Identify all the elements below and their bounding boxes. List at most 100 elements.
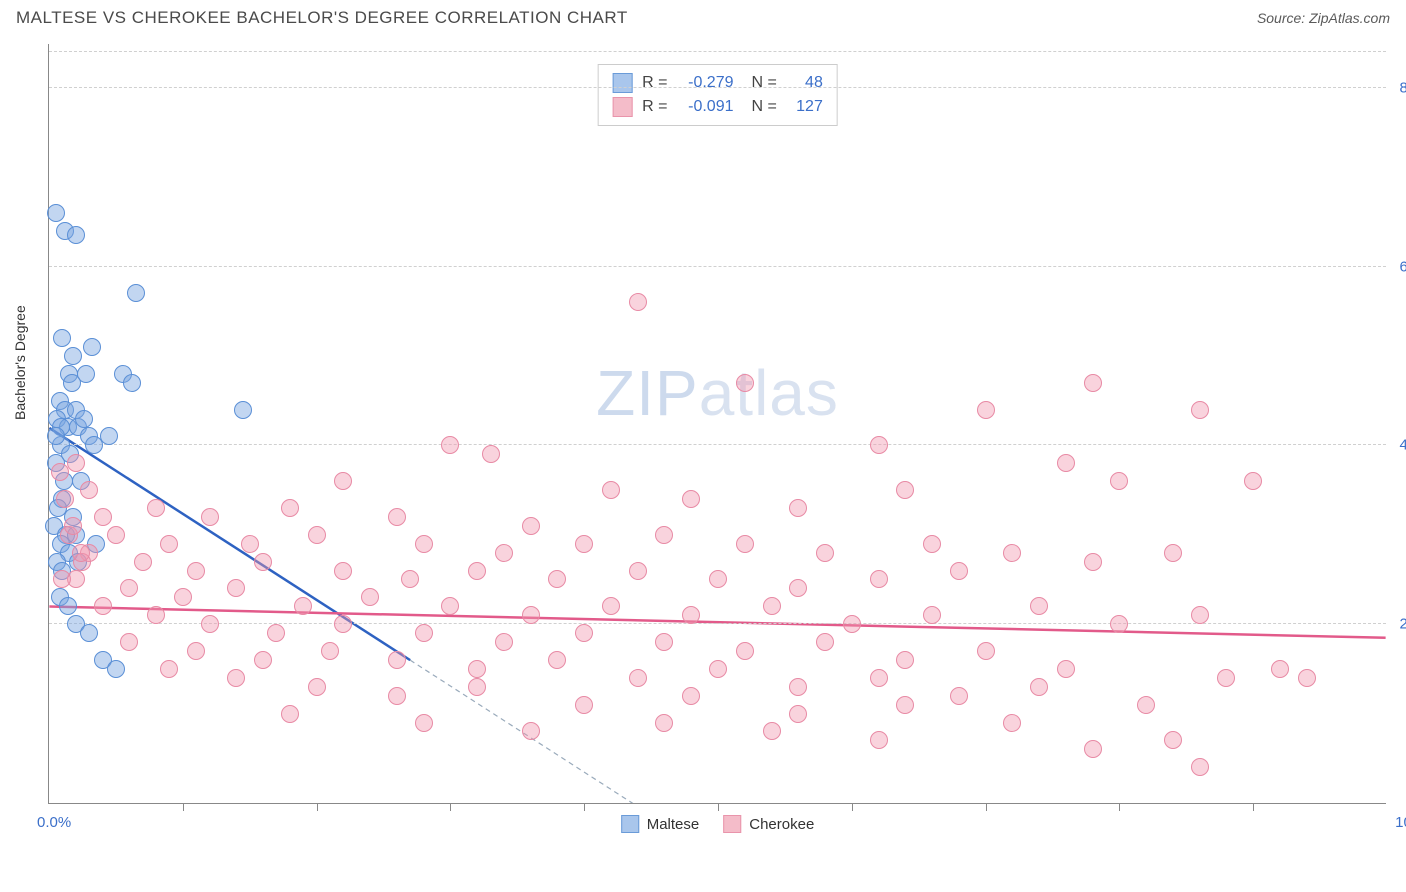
scatter-point — [468, 562, 486, 580]
scatter-point — [789, 678, 807, 696]
source-link[interactable]: ZipAtlas.com — [1309, 10, 1390, 26]
scatter-point — [655, 526, 673, 544]
scatter-point — [1057, 660, 1075, 678]
scatter-point — [174, 588, 192, 606]
scatter-point — [227, 669, 245, 687]
gridline — [49, 51, 1386, 52]
scatter-point — [441, 597, 459, 615]
scatter-point — [682, 606, 700, 624]
scatter-point — [1164, 731, 1182, 749]
scatter-point — [67, 454, 85, 472]
scatter-point — [522, 517, 540, 535]
legend-item: Maltese — [621, 815, 700, 833]
watermark: ZIPatlas — [596, 356, 839, 430]
scatter-point — [47, 427, 65, 445]
scatter-point — [147, 499, 165, 517]
scatter-point — [51, 463, 69, 481]
scatter-point — [655, 633, 673, 651]
gridline — [49, 623, 1386, 624]
regression-line — [49, 607, 1385, 638]
scatter-point — [977, 401, 995, 419]
y-tick-label: 60.0% — [1399, 258, 1406, 275]
stats-swatch — [612, 73, 632, 93]
scatter-point — [1271, 660, 1289, 678]
scatter-point — [127, 284, 145, 302]
scatter-point — [75, 410, 93, 428]
scatter-point — [870, 669, 888, 687]
scatter-point — [789, 579, 807, 597]
scatter-point — [334, 615, 352, 633]
scatter-point — [123, 374, 141, 392]
stats-swatch — [612, 97, 632, 117]
stats-r-value: -0.279 — [678, 74, 734, 92]
scatter-point — [736, 374, 754, 392]
scatter-point — [629, 562, 647, 580]
y-tick-label: 80.0% — [1399, 79, 1406, 96]
scatter-point — [334, 472, 352, 490]
scatter-point — [896, 651, 914, 669]
x-tick — [183, 803, 184, 811]
chart-plot-area: ZIPatlas R =-0.279N =48R =-0.091N =127 0… — [48, 44, 1386, 804]
stats-r-label: R = — [642, 74, 667, 92]
stats-n-value: 48 — [787, 74, 823, 92]
scatter-point — [602, 597, 620, 615]
scatter-point — [950, 562, 968, 580]
legend-label: Maltese — [647, 816, 700, 833]
stats-n-label: N = — [752, 74, 777, 92]
scatter-point — [548, 570, 566, 588]
scatter-point — [388, 508, 406, 526]
scatter-point — [1110, 615, 1128, 633]
scatter-point — [682, 490, 700, 508]
scatter-point — [64, 517, 82, 535]
scatter-point — [870, 570, 888, 588]
scatter-point — [321, 642, 339, 660]
scatter-point — [468, 678, 486, 696]
scatter-point — [160, 535, 178, 553]
scatter-point — [1084, 374, 1102, 392]
scatter-point — [160, 660, 178, 678]
scatter-point — [254, 553, 272, 571]
scatter-point — [468, 660, 486, 678]
scatter-point — [1057, 454, 1075, 472]
legend-bottom: Maltese Cherokee — [621, 815, 815, 833]
scatter-point — [736, 535, 754, 553]
scatter-point — [575, 696, 593, 714]
scatter-point — [147, 606, 165, 624]
scatter-point — [896, 481, 914, 499]
scatter-point — [1191, 758, 1209, 776]
scatter-point — [85, 436, 103, 454]
scatter-point — [120, 579, 138, 597]
scatter-point — [1244, 472, 1262, 490]
x-tick — [718, 803, 719, 811]
scatter-point — [548, 651, 566, 669]
scatter-point — [843, 615, 861, 633]
scatter-point — [682, 687, 700, 705]
scatter-point — [870, 436, 888, 454]
x-tick — [317, 803, 318, 811]
correlation-stats-box: R =-0.279N =48R =-0.091N =127 — [597, 64, 838, 126]
scatter-point — [388, 651, 406, 669]
y-tick-label: 20.0% — [1399, 616, 1406, 633]
scatter-point — [281, 705, 299, 723]
scatter-point — [575, 535, 593, 553]
scatter-point — [107, 526, 125, 544]
scatter-point — [923, 606, 941, 624]
gridline — [49, 444, 1386, 445]
scatter-point — [187, 642, 205, 660]
legend-label: Cherokee — [749, 816, 814, 833]
scatter-point — [1003, 714, 1021, 732]
scatter-point — [977, 642, 995, 660]
scatter-point — [63, 374, 81, 392]
scatter-point — [870, 731, 888, 749]
scatter-point — [415, 624, 433, 642]
stats-r-value: -0.091 — [678, 98, 734, 116]
scatter-point — [72, 544, 90, 562]
scatter-point — [1164, 544, 1182, 562]
legend-swatch — [723, 815, 741, 833]
scatter-point — [53, 570, 71, 588]
scatter-point — [94, 597, 112, 615]
x-tick — [450, 803, 451, 811]
scatter-point — [655, 714, 673, 732]
scatter-point — [134, 553, 152, 571]
scatter-point — [709, 660, 727, 678]
